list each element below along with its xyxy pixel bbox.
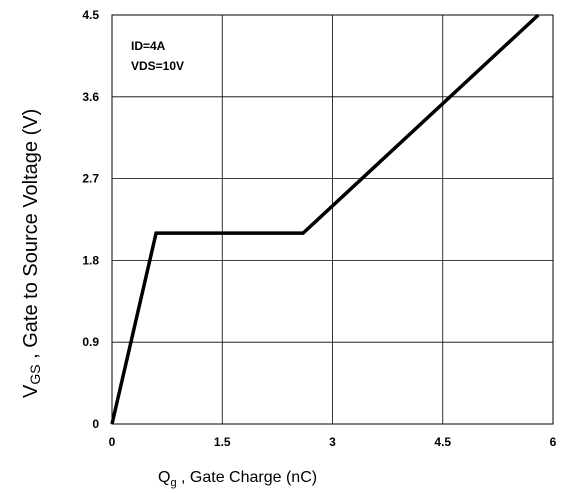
x-tick-labels: 0 1.5 3 4.5 6 <box>109 435 557 449</box>
annotation-0: ID=4A <box>131 39 166 53</box>
series-line <box>110 13 540 425</box>
y-axis-label-rest: , Gate to Source Voltage (V) <box>20 109 42 365</box>
y-tick-label-1: 0.9 <box>82 335 99 349</box>
grid <box>111 14 554 425</box>
x-axis-label-rest: , Gate Charge (nC) <box>177 469 318 486</box>
x-tick-label-3: 4.5 <box>434 435 451 449</box>
y-tick-label-3: 2.7 <box>82 172 99 186</box>
x-axis-label-main: Q <box>158 469 170 486</box>
x-axis-label-sub: g <box>170 477 176 489</box>
y-tick-labels: 0 0.9 1.8 2.7 3.6 4.5 <box>82 8 99 431</box>
x-tick-label-2: 3 <box>329 435 336 449</box>
y-tick-label-0: 0 <box>92 417 99 431</box>
annotations: ID=4A VDS=10V <box>131 39 184 73</box>
y-axis-label-main: V <box>20 384 42 398</box>
annotation-1: VDS=10V <box>131 59 184 73</box>
y-tick-label-5: 4.5 <box>82 8 99 22</box>
x-axis-label: Qg , Gate Charge (nC) <box>158 469 317 489</box>
x-tick-label-0: 0 <box>109 435 116 449</box>
y-tick-label-4: 3.6 <box>82 90 99 104</box>
x-tick-label-4: 6 <box>550 435 557 449</box>
x-tick-label-1: 1.5 <box>214 435 231 449</box>
y-tick-label-2: 1.8 <box>82 253 99 267</box>
y-axis-label: VGS , Gate to Source Voltage (V) <box>20 109 43 398</box>
plot-frame <box>111 14 554 425</box>
y-axis-label-sub: GS <box>27 364 43 384</box>
